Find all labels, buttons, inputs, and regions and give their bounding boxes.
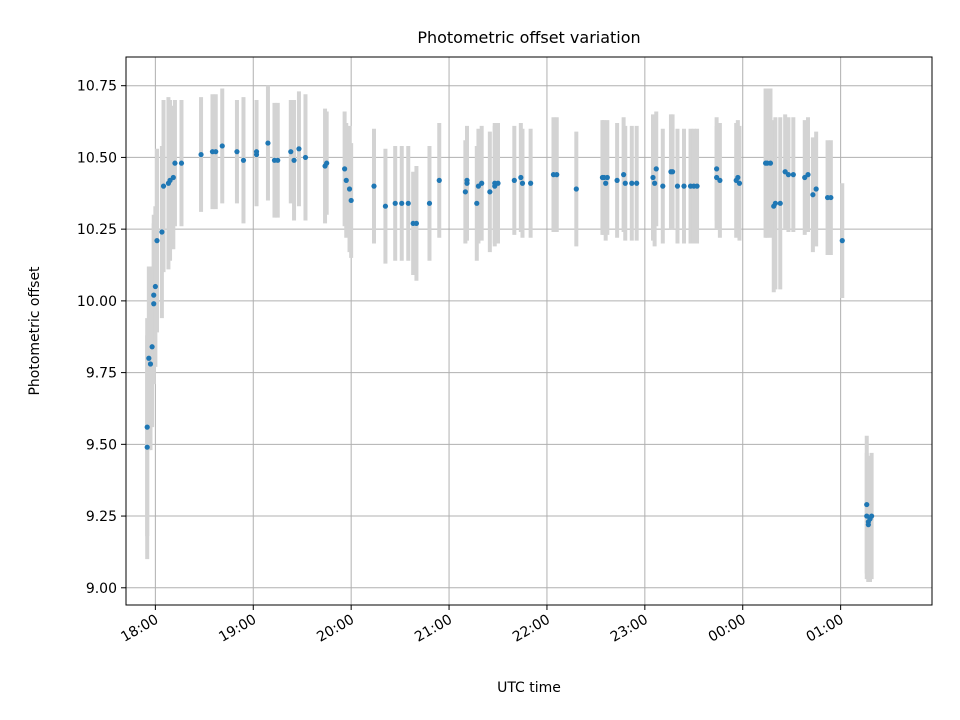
data-point [399, 200, 405, 206]
y-tick-label: 10.00 [77, 294, 117, 310]
data-point [172, 160, 178, 166]
data-point [426, 200, 433, 206]
data-point [265, 140, 271, 146]
data-point [392, 200, 398, 206]
x-axis-label: UTC time [497, 680, 561, 696]
data-point [178, 160, 185, 166]
data-point [869, 513, 875, 519]
y-tick-label: 10.75 [77, 79, 117, 95]
data-point [681, 183, 687, 189]
data-point [159, 229, 165, 235]
data-point [288, 149, 294, 155]
data-point [275, 157, 281, 163]
data-point [694, 183, 700, 189]
y-axis-label: Photometric offset [27, 266, 43, 396]
data-point [151, 292, 157, 298]
data-point [253, 149, 260, 155]
y-tick-label: 10.25 [77, 222, 117, 238]
data-point [828, 194, 834, 201]
y-tick-label: 9.50 [86, 437, 117, 453]
data-point [865, 522, 871, 528]
data-point [160, 183, 167, 189]
data-point [436, 177, 442, 183]
data-point [343, 177, 349, 183]
data-point [382, 203, 389, 209]
plot-frame [125, 56, 933, 606]
data-point [146, 355, 152, 361]
data-point [573, 186, 579, 192]
y-tick-label: 9.75 [86, 366, 117, 382]
data-point [413, 220, 420, 227]
data-point [604, 174, 610, 181]
data-point [198, 151, 204, 158]
data-point [805, 172, 811, 178]
data-point [511, 177, 517, 183]
y-tick-label: 10.50 [77, 150, 117, 166]
data-point [767, 160, 774, 166]
data-point [170, 174, 176, 181]
data-point [342, 166, 348, 172]
data-point [554, 172, 560, 178]
data-point [785, 172, 792, 178]
data-point [528, 180, 534, 186]
data-point [674, 183, 681, 189]
data-point [603, 180, 609, 186]
data-point [151, 301, 157, 307]
data-point [462, 189, 468, 195]
data-point [346, 186, 353, 192]
data-point [614, 177, 620, 183]
data-point [519, 180, 526, 186]
y-tick-label: 9.25 [86, 509, 117, 525]
data-point [213, 149, 219, 155]
data-point [518, 174, 524, 181]
data-point [810, 192, 816, 198]
data-point [234, 149, 240, 155]
data-point [772, 200, 778, 206]
data-point [296, 146, 302, 152]
data-point [790, 172, 796, 178]
data-point [464, 180, 470, 186]
data-point [149, 344, 155, 350]
data-point [714, 166, 720, 172]
data-point [474, 200, 480, 206]
data-point [622, 180, 628, 186]
y-tick-label: 9.00 [86, 581, 117, 597]
data-point [652, 180, 658, 186]
data-point [813, 186, 819, 192]
data-point [291, 157, 297, 163]
data-point [219, 143, 225, 149]
data-point [650, 174, 656, 181]
data-point [735, 174, 741, 181]
data-point [479, 180, 485, 186]
data-point [152, 283, 158, 290]
data-point [324, 160, 330, 166]
data-point [154, 238, 160, 244]
data-point [634, 180, 640, 186]
data-point [669, 169, 676, 175]
data-point [302, 154, 309, 161]
data-point [405, 200, 411, 206]
data-point [144, 424, 150, 430]
data-point [487, 189, 493, 195]
data-point [864, 501, 870, 508]
data-point [147, 361, 154, 367]
data-point [777, 200, 783, 206]
data-point [371, 183, 377, 189]
data-point [348, 197, 354, 204]
y-axis-ticks: 9.00 9.25 9.50 9.75 10.00 10.25 10.50 10.75 [77, 79, 126, 597]
data-point [240, 157, 247, 163]
data-point [144, 444, 150, 450]
data-point [495, 180, 501, 186]
data-point [660, 183, 666, 189]
chart-title: Photometric offset variation [417, 28, 640, 47]
data-point [629, 180, 635, 186]
data-point [621, 172, 627, 178]
data-point [653, 166, 659, 172]
data-point [717, 177, 723, 183]
data-point [839, 238, 845, 244]
data-point [736, 180, 743, 186]
data-points [144, 140, 875, 528]
